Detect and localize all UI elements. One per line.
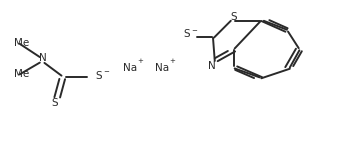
Text: Me: Me [14, 69, 29, 79]
Text: S: S [230, 11, 237, 22]
Text: −: − [191, 28, 197, 34]
Text: Me: Me [14, 38, 29, 48]
Text: Na: Na [155, 62, 170, 73]
Text: +: + [169, 58, 175, 64]
Text: N: N [208, 61, 216, 71]
Text: S: S [51, 97, 58, 108]
Text: Na: Na [124, 62, 137, 73]
Text: S: S [183, 29, 190, 39]
Text: N: N [39, 53, 46, 63]
Text: −: − [104, 69, 110, 75]
Text: S: S [95, 71, 102, 81]
Text: +: + [137, 58, 143, 64]
